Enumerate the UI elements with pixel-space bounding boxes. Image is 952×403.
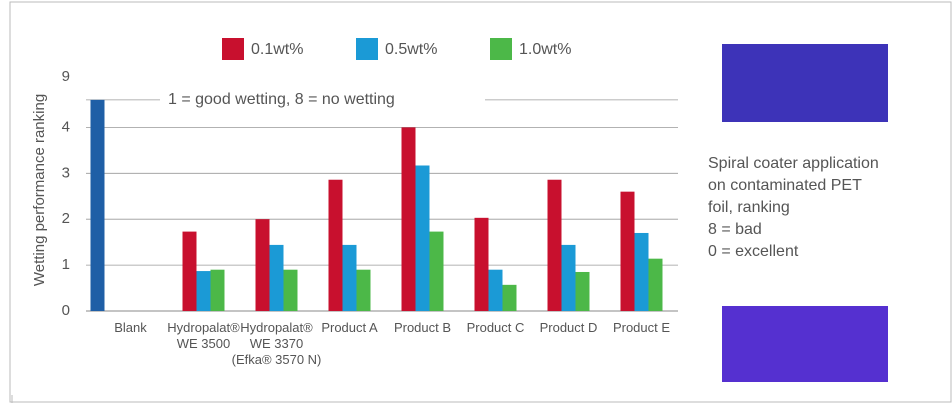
side-note: on contaminated PET [708,177,862,194]
y-tick-label: 9 [62,68,70,85]
bar [502,284,517,311]
legend-label: 0.5wt% [385,41,437,58]
bar [182,231,197,311]
bar [328,179,343,311]
legend-label: 1.0wt% [519,41,571,58]
bar [90,99,105,311]
y-tick-label: 2 [62,210,70,227]
bar [488,269,503,311]
bar [210,269,225,311]
annotation-bg [160,89,485,110]
x-tick-label: Product E [613,320,670,335]
bar [561,244,576,311]
legend-swatch [356,38,378,60]
bar [429,231,444,311]
bar [401,127,416,312]
bar [342,244,357,311]
y-axis-label: Wetting performance ranking [31,94,48,286]
bar [269,244,284,311]
x-tick-label: Blank [114,320,147,335]
sample-image-excellent [722,306,888,382]
legend-swatch [222,38,244,60]
legend-swatch [490,38,512,60]
bar [283,269,298,311]
legend-label: 0.1wt% [251,41,303,58]
x-tick-label: Product D [540,320,598,335]
sample-image-bad [722,44,888,122]
bar [575,271,590,311]
bar [474,217,489,311]
x-tick-label: Hydropalat® WE 3500 [167,320,240,351]
bar [356,269,371,311]
x-tick-label: Product C [467,320,525,335]
annotation: 1 = good wetting, 8 = no wetting [168,91,395,108]
bar [255,219,270,311]
x-tick-label: Hydropalat® WE 3370 (Efka® 3570 N) [232,320,322,367]
y-tick-label: 1 [62,256,70,273]
y-tick-label: 4 [62,118,70,135]
side-note: 8 = bad [708,221,762,238]
side-note: foil, ranking [708,199,790,216]
bar [634,232,649,311]
side-note: 0 = excellent [708,243,799,260]
bar [620,191,635,311]
y-tick-label: 0 [62,302,70,319]
x-tick-label: Product B [394,320,451,335]
frame [9,1,952,403]
bar [648,258,663,311]
bar [415,165,430,311]
bar [547,179,562,311]
side-note: Spiral coater application [708,155,879,172]
x-tick-label: Product A [321,320,378,335]
bar [196,271,211,311]
y-tick-label: 3 [62,164,70,181]
